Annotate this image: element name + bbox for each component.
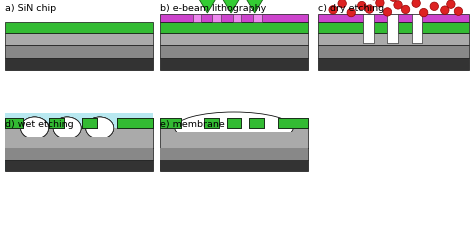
Ellipse shape [20, 117, 49, 139]
Bar [227, 118, 241, 128]
Bar [160, 118, 181, 128]
Bar [318, 58, 469, 70]
Bar [160, 128, 308, 148]
Bar [160, 58, 308, 70]
Bar [318, 45, 469, 58]
Bar [175, 132, 293, 148]
Bar [5, 118, 23, 128]
Bar [5, 118, 23, 128]
Circle shape [365, 5, 374, 13]
Text: d) wet etching: d) wet etching [5, 120, 73, 129]
Bar [398, 22, 411, 33]
Circle shape [389, 0, 398, 1]
Circle shape [454, 7, 463, 15]
Bar [249, 118, 264, 128]
Ellipse shape [175, 112, 293, 144]
Bar [5, 22, 153, 33]
Bar [278, 118, 308, 128]
Bar [53, 137, 81, 148]
Bar [387, 14, 398, 43]
Polygon shape [222, 0, 240, 13]
Bar [118, 118, 153, 128]
Bar [249, 118, 264, 128]
Bar [49, 118, 64, 128]
Bar [20, 137, 49, 148]
Text: c) dry etching: c) dry etching [318, 4, 384, 13]
Bar [49, 118, 64, 128]
Bar [374, 22, 387, 33]
Bar [5, 118, 23, 128]
Bar [5, 113, 153, 171]
Circle shape [419, 8, 428, 17]
Bar [86, 137, 114, 148]
Circle shape [383, 8, 392, 16]
Circle shape [394, 1, 402, 9]
Bar [318, 22, 363, 33]
Bar [5, 33, 153, 45]
Bar [160, 45, 308, 58]
Ellipse shape [53, 117, 81, 139]
Bar [5, 58, 153, 70]
Bar [5, 148, 153, 160]
Polygon shape [198, 0, 216, 13]
Bar [5, 160, 153, 171]
Bar [5, 45, 153, 58]
Ellipse shape [53, 117, 81, 139]
Ellipse shape [53, 117, 81, 139]
Bar [160, 148, 308, 160]
Circle shape [412, 0, 420, 7]
Circle shape [357, 1, 366, 10]
Circle shape [401, 5, 410, 14]
Bar [411, 14, 422, 43]
Bar [82, 118, 97, 128]
Bar [160, 14, 308, 22]
Bar [160, 33, 308, 45]
Bar [49, 118, 64, 128]
Ellipse shape [86, 117, 114, 139]
Bar [212, 14, 221, 22]
Bar [118, 118, 153, 128]
Circle shape [441, 6, 449, 14]
Circle shape [430, 2, 438, 10]
Bar [82, 118, 97, 128]
Text: a) SiN chip: a) SiN chip [5, 4, 56, 13]
Circle shape [329, 6, 337, 14]
Text: e) membrane: e) membrane [160, 120, 225, 129]
Polygon shape [246, 0, 264, 13]
Bar [192, 14, 201, 22]
Ellipse shape [20, 117, 49, 139]
Bar [233, 14, 241, 22]
Bar [5, 148, 153, 160]
Text: b) e-beam lithography: b) e-beam lithography [160, 4, 266, 13]
Ellipse shape [86, 117, 114, 139]
Bar [204, 118, 219, 128]
Bar [227, 118, 241, 128]
Bar [278, 118, 308, 128]
Bar [160, 22, 308, 33]
Bar [160, 148, 308, 160]
Circle shape [376, 0, 384, 7]
Bar [318, 14, 469, 22]
Bar [422, 22, 469, 33]
Bar [253, 14, 262, 22]
Bar [363, 14, 374, 43]
Bar [160, 160, 308, 171]
Bar [318, 33, 469, 45]
Bar [118, 118, 153, 128]
Circle shape [447, 0, 455, 8]
Bar [5, 128, 153, 148]
Bar [204, 118, 219, 128]
Circle shape [338, 0, 346, 8]
Ellipse shape [20, 117, 49, 139]
Bar [82, 118, 97, 128]
Bar [5, 128, 153, 148]
Bar [160, 118, 181, 128]
Ellipse shape [86, 117, 114, 139]
Bar [160, 160, 308, 171]
Circle shape [347, 8, 356, 17]
